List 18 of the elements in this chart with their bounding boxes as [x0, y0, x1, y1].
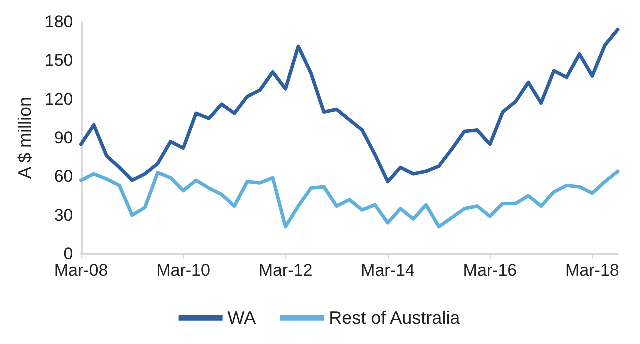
x-tick-label: Mar-08 — [54, 261, 108, 280]
y-tick-label: 30 — [54, 206, 74, 225]
y-tick-label: 90 — [54, 128, 74, 148]
legend-label: Rest of Australia — [329, 308, 462, 328]
x-tick-label: Mar-10 — [156, 261, 210, 280]
y-tick-label: 0 — [64, 244, 74, 264]
x-tick-label: Mar-12 — [258, 261, 313, 280]
x-tick-label: Mar-18 — [566, 261, 620, 280]
line-series — [80, 28, 620, 184]
x-tick-label: Mar-14 — [361, 261, 415, 280]
y-axis-title: A $ million — [15, 96, 35, 180]
y-tick-label: 60 — [54, 167, 74, 186]
line-series — [80, 170, 620, 229]
y-tick-label: 180 — [44, 12, 74, 32]
legend-label: WA — [228, 308, 256, 328]
y-tick-label: 150 — [44, 51, 74, 70]
y-tick-label: 120 — [44, 90, 74, 109]
x-tick-label: Mar-16 — [463, 261, 518, 280]
